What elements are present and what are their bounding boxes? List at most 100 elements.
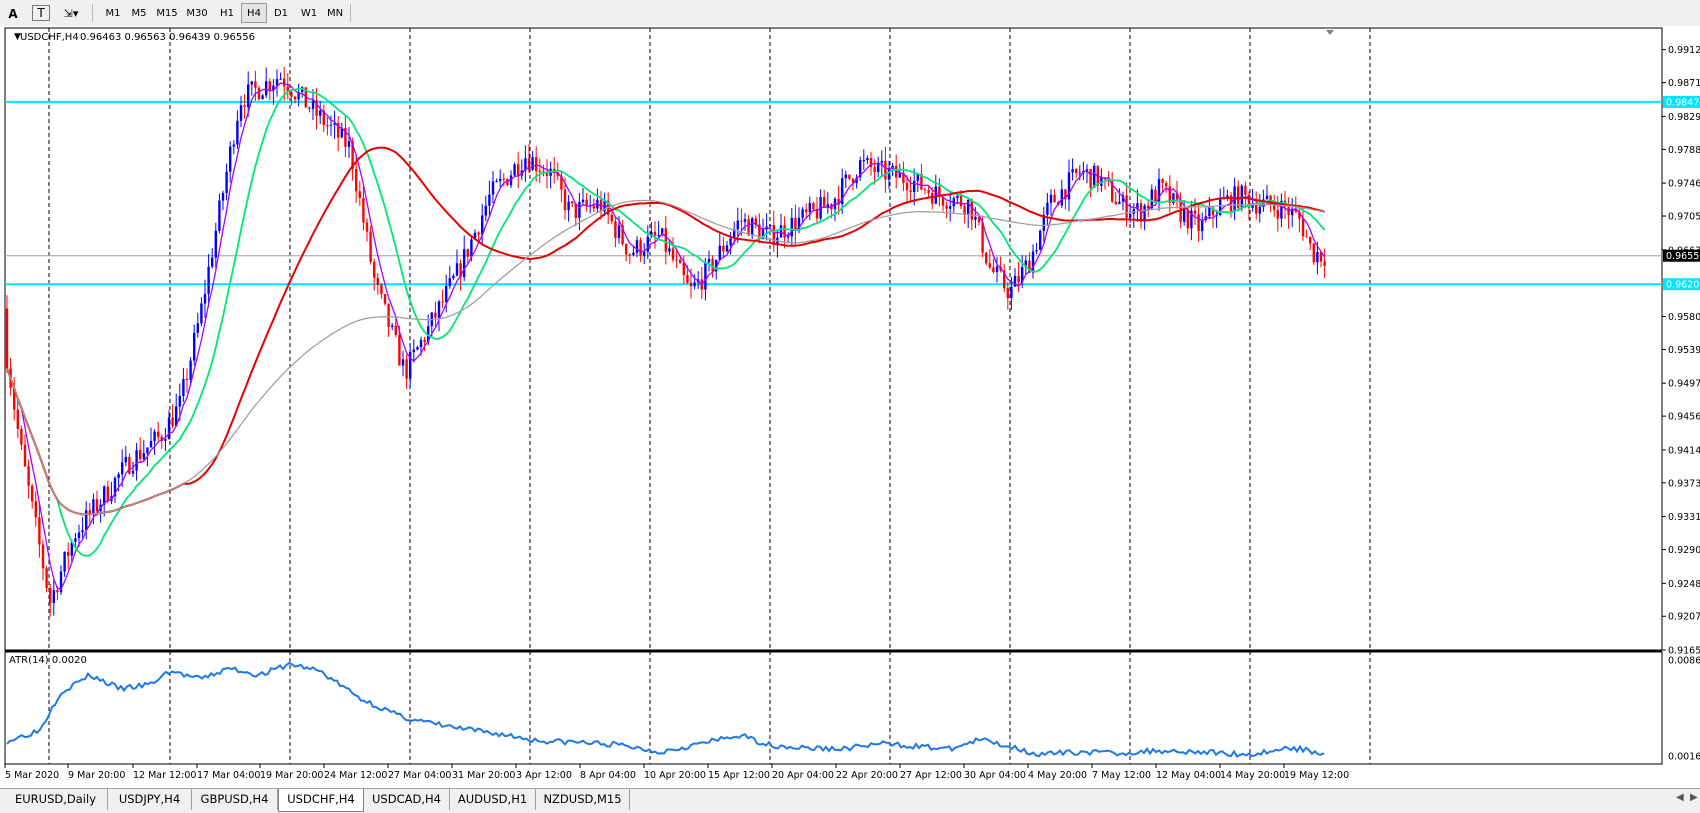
candle-body: [398, 334, 401, 366]
candle-body: [1201, 219, 1204, 232]
candle-body: [866, 158, 869, 161]
candle-body: [1316, 251, 1319, 263]
candle-body: [200, 303, 203, 324]
candle-body: [754, 218, 757, 225]
candle-body: [405, 359, 408, 379]
arrows-tool-button[interactable]: ⇲▾: [58, 3, 84, 23]
candle-body: [52, 590, 55, 603]
candle-body: [653, 231, 657, 236]
tab-scroll-left-icon[interactable]: ◀: [1676, 792, 1684, 803]
candle-body: [113, 478, 117, 497]
candle-body: [1309, 237, 1312, 244]
current-price-line-tag-bg: [1663, 249, 1700, 262]
candle-body: [740, 220, 743, 222]
candle-body: [1226, 195, 1229, 199]
candle-body: [455, 263, 459, 276]
tab-usdchf-h4[interactable]: USDCHF,H4: [278, 789, 364, 812]
text-label-tool-button[interactable]: T: [32, 5, 50, 21]
candle-body: [5, 308, 9, 369]
candle-body: [1273, 205, 1276, 210]
candle-body: [931, 192, 934, 204]
candle-body: [751, 218, 754, 236]
x-tick-label: 5 Mar 2020: [5, 770, 59, 781]
candle-body: [495, 181, 498, 183]
x-tick-label: 8 Apr 04:00: [580, 770, 636, 781]
shift-marker-icon[interactable]: [1326, 30, 1334, 35]
timeframe-h4-button[interactable]: H4: [241, 3, 267, 23]
ma-medium-line: [6, 87, 1326, 557]
candle-body: [164, 439, 167, 441]
tab-usdjpy-h4[interactable]: USDJPY,H4: [108, 789, 192, 810]
candle-body: [538, 170, 541, 172]
text-tool-button[interactable]: A: [8, 7, 18, 21]
candle-body: [232, 144, 235, 147]
candle-body: [261, 95, 264, 100]
tab-usdcad-h4[interactable]: USDCAD,H4: [364, 789, 450, 810]
ma-slow-line: [6, 146, 1325, 516]
x-tick-label: 15 Apr 12:00: [708, 770, 770, 781]
candle-body: [1251, 203, 1254, 208]
candle-body: [1150, 189, 1153, 209]
timeframe-m5-button[interactable]: M5: [131, 8, 147, 19]
candle-body: [247, 84, 250, 107]
candle-body: [1190, 210, 1193, 229]
candle-body: [1078, 172, 1081, 174]
x-tick-label: 4 May 20:00: [1028, 770, 1087, 781]
candle-body: [801, 209, 804, 218]
chart-menu-arrow[interactable]: ▼: [14, 32, 21, 42]
candle-body: [959, 195, 963, 207]
candle-body: [272, 85, 275, 91]
candle-body: [16, 409, 19, 430]
candle-body: [185, 378, 189, 381]
timeframe-m30-button[interactable]: M30: [186, 8, 208, 19]
timeframe-m1-button[interactable]: M1: [105, 8, 121, 19]
candle-body: [877, 162, 880, 172]
candle-body: [898, 172, 901, 178]
candle-body: [131, 470, 135, 474]
timeframe-w1-button[interactable]: W1: [300, 8, 318, 19]
candle-body: [1305, 236, 1308, 238]
candle-body: [351, 140, 354, 170]
candle-body: [297, 91, 300, 100]
x-tick-label: 10 Apr 20:00: [644, 770, 706, 781]
x-tick-label: 17 Mar 04:00: [197, 770, 260, 781]
timeframe-m15-button[interactable]: M15: [156, 8, 178, 19]
tab-eurusd-daily[interactable]: EURUSD,Daily: [4, 789, 108, 810]
candle-body: [873, 167, 876, 172]
candle-body: [949, 206, 952, 209]
candle-body: [1258, 206, 1261, 214]
candle-body: [689, 282, 693, 287]
candle-body: [1006, 288, 1009, 299]
candle-body: [31, 485, 34, 502]
tab-nzdusd-m15[interactable]: NZDUSD,M15: [536, 789, 630, 810]
candle-body: [646, 236, 649, 252]
candle-body: [178, 395, 181, 407]
atr-panel[interactable]: 0.0086 0.0016: [4, 651, 1700, 765]
tab-scroll-right-icon[interactable]: ▶: [1690, 792, 1698, 803]
tab-gbpusd-h4[interactable]: GBPUSD,H4: [192, 789, 278, 810]
candle-body: [574, 203, 577, 218]
candle-body: [189, 360, 192, 381]
candle-body: [41, 544, 45, 569]
candle-body: [1064, 189, 1067, 200]
candle-body: [214, 230, 217, 258]
candle-body: [499, 178, 502, 182]
candle-body: [859, 160, 862, 178]
tab-audusd-h1[interactable]: AUDUSD,H1: [450, 789, 536, 810]
candle-body: [380, 284, 383, 295]
candle-body: [790, 217, 793, 237]
candle-body: [376, 277, 379, 285]
timeframe-mn-button[interactable]: MN: [326, 8, 344, 19]
timeframe-d1-button[interactable]: D1: [273, 8, 289, 19]
candle-body: [59, 571, 63, 593]
candle-body: [466, 249, 469, 257]
candle-body: [146, 447, 149, 454]
candle-body: [85, 510, 88, 531]
candle-body: [13, 387, 16, 410]
candle-body: [1039, 230, 1042, 250]
timeframe-h1-button[interactable]: H1: [220, 8, 234, 19]
